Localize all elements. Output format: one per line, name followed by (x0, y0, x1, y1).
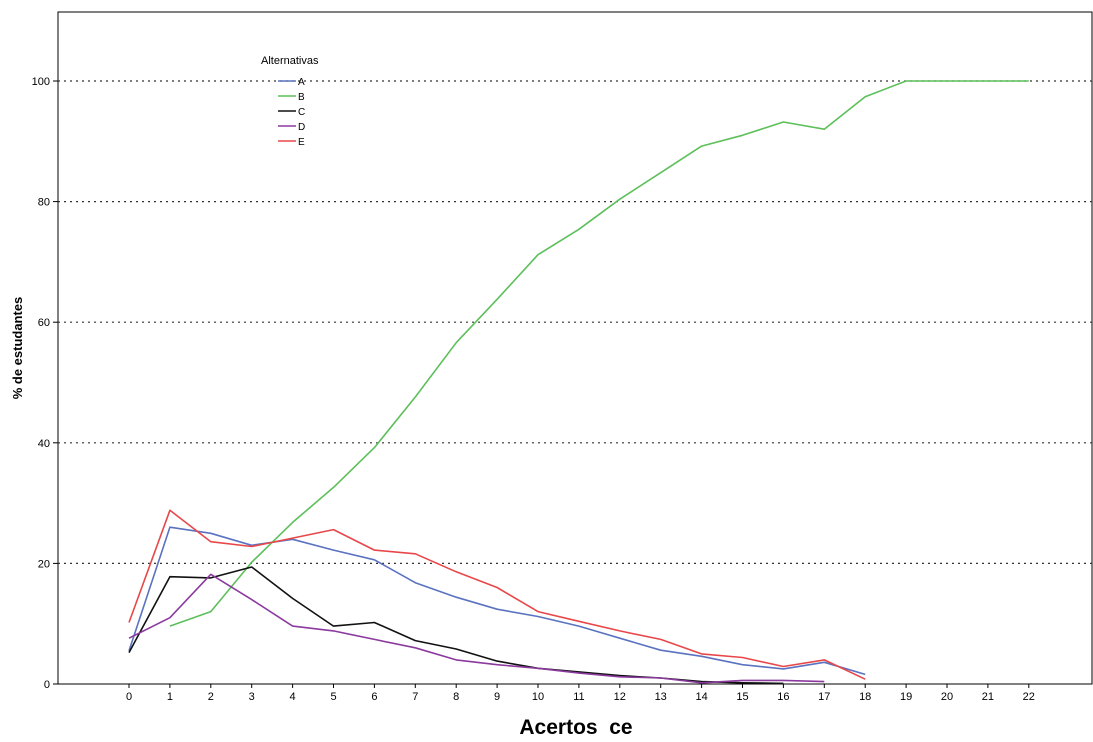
x-tick-label-15: 15 (736, 691, 748, 703)
x-axis-ticks: 0 1 2 3 4 5 6 7 8 9 10 11 12 13 14 15 16 17 18 19 20 21 22 (126, 684, 1035, 703)
x-tick-label-20: 20 (941, 691, 953, 703)
x-tick-label-18: 18 (859, 691, 871, 703)
legend-label-B: B (298, 92, 305, 103)
x-tick-label-16: 16 (777, 691, 789, 703)
x-tick-label-0: 0 (126, 691, 132, 703)
y-tick-label-40: 40 (38, 438, 50, 450)
x-tick-label-17: 17 (818, 691, 830, 703)
x-tick-label-8: 8 (453, 691, 459, 703)
legend-title: Alternativas (261, 55, 319, 67)
y-axis-label: % de estudantes (10, 297, 25, 400)
x-tick-label-22: 22 (1023, 691, 1035, 703)
x-tick-label-2: 2 (208, 691, 214, 703)
x-tick-label-11: 11 (573, 691, 584, 703)
x-tick-label-1: 1 (167, 691, 173, 703)
x-tick-label-5: 5 (330, 691, 336, 703)
x-tick-label-12: 12 (614, 691, 626, 703)
plot-frame (57, 11, 1093, 685)
series-lines (128, 80, 1029, 685)
series-line-A (128, 526, 866, 676)
series-line-D (128, 573, 825, 684)
legend-label-D: D (298, 122, 305, 133)
x-tick-label-10: 10 (532, 691, 544, 703)
x-tick-label-19: 19 (900, 691, 912, 703)
x-axis-label: Acertos ce (519, 716, 632, 739)
y-tick-label-0: 0 (44, 679, 50, 691)
y-tick-label-80: 80 (38, 197, 50, 209)
y-tick-label-100: 100 (32, 76, 50, 88)
legend-label-A: A (298, 77, 305, 88)
x-tick-label-9: 9 (494, 691, 500, 703)
y-axis-ticks: 0 20 40 60 80 100 (32, 76, 58, 691)
x-tick-label-13: 13 (655, 691, 667, 703)
x-tick-label-7: 7 (412, 691, 418, 703)
x-tick-label-21: 21 (982, 691, 994, 703)
gridlines (58, 80, 1092, 685)
y-tick-label-20: 20 (38, 558, 50, 570)
x-tick-label-14: 14 (695, 691, 707, 703)
y-tick-label-60: 60 (38, 317, 50, 329)
x-tick-label-3: 3 (249, 691, 255, 703)
legend-label-E: E (298, 137, 305, 148)
x-tick-label-6: 6 (371, 691, 377, 703)
series-line-B (169, 80, 1029, 627)
x-tick-label-4: 4 (290, 691, 296, 703)
series-line-E (128, 509, 866, 680)
legend-label-C: C (298, 107, 305, 118)
